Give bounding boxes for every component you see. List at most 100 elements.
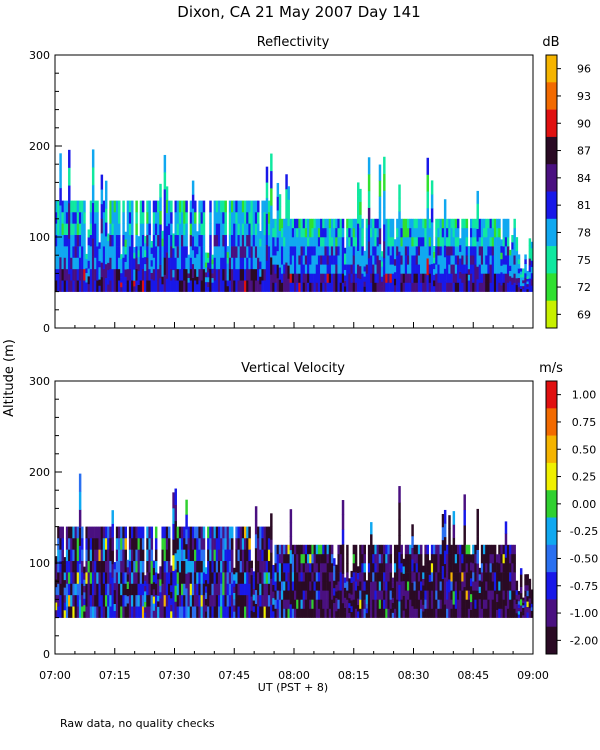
- reflectivity-heatmap-cell: [244, 234, 247, 247]
- velocity-heatmap-cell: [265, 549, 269, 562]
- velocity-heatmap-cell: [463, 555, 466, 572]
- reflectivity-heatmap-cell: [476, 216, 479, 229]
- velocity-heatmap-cell: [70, 560, 73, 573]
- reflectivity-heatmap-cell: [250, 211, 254, 224]
- velocity-heatmap-cell: [383, 590, 386, 600]
- reflectivity-heatmap-cell: [476, 241, 479, 255]
- reflectivity-heatmap-cell: [396, 218, 399, 229]
- reflectivity-heatmap-cell: [120, 268, 123, 274]
- velocity-heatmap-cell: [530, 610, 534, 615]
- velocity-heatmap-cell: [187, 537, 191, 550]
- velocity-heatmap-cell: [459, 553, 462, 564]
- velocity-heatmap-cell: [248, 526, 251, 539]
- velocity-heatmap-cell: [194, 549, 197, 562]
- reflectivity-heatmap-cell: [526, 276, 529, 279]
- velocity-heatmap-cell: [498, 581, 501, 591]
- reflectivity-heatmap-cell: [519, 279, 523, 284]
- velocity-heatmap-cell: [91, 594, 95, 607]
- velocity-heatmap-cell: [57, 606, 60, 618]
- velocity-heatmap-cell: [469, 570, 473, 579]
- reflectivity-heatmap-cell: [146, 211, 149, 224]
- velocity-heatmap-cell: [154, 594, 158, 607]
- reflectivity-y-tick-label: 0: [43, 322, 50, 335]
- reflectivity-heatmap-cell: [459, 251, 462, 259]
- velocity-heatmap-cell: [267, 560, 271, 573]
- reflectivity-heatmap-cell: [81, 200, 84, 213]
- velocity-heatmap-cell: [341, 558, 345, 574]
- reflectivity-heatmap-cell: [209, 234, 212, 247]
- reflectivity-heatmap-cell: [178, 280, 182, 292]
- velocity-heatmap-cell: [87, 606, 91, 618]
- velocity-heatmap-cell: [515, 599, 519, 605]
- velocity-heatmap-cell: [68, 549, 71, 562]
- reflectivity-heatmap-cell: [515, 243, 519, 252]
- velocity-heatmap-cell: [372, 553, 375, 564]
- reflectivity-heatmap-cell: [465, 246, 469, 256]
- reflectivity-heatmap-cell: [185, 211, 188, 224]
- velocity-heatmap-cell: [213, 594, 217, 607]
- velocity-heatmap-cell: [437, 599, 440, 609]
- velocity-heatmap-cell: [74, 583, 78, 596]
- reflectivity-heatmap-cell: [265, 244, 269, 261]
- reflectivity-heatmap-cell: [159, 210, 162, 225]
- velocity-heatmap-cell: [250, 589, 254, 597]
- reflectivity-heatmap-cell: [257, 280, 260, 292]
- velocity-heatmap-cell: [285, 572, 288, 582]
- reflectivity-heatmap-cell: [257, 234, 260, 247]
- reflectivity-heatmap-cell: [74, 280, 78, 292]
- velocity-heatmap-cell: [235, 560, 238, 573]
- reflectivity-heatmap-cell: [530, 254, 534, 261]
- reflectivity-heatmap-cell: [435, 227, 438, 238]
- reflectivity-heatmap-cell: [302, 227, 306, 238]
- velocity-heatmap-cell: [259, 549, 262, 562]
- reflectivity-heatmap-cell: [198, 268, 201, 281]
- velocity-heatmap-cell: [433, 599, 436, 609]
- velocity-heatmap-cell: [294, 553, 297, 564]
- velocity-heatmap-cell: [91, 560, 95, 573]
- reflectivity-heatmap-cell: [133, 269, 136, 276]
- reflectivity-heatmap-cell: [474, 246, 477, 256]
- reflectivity-heatmap-cell: [474, 218, 477, 229]
- reflectivity-heatmap-cell: [498, 227, 501, 238]
- reflectivity-heatmap-cell: [98, 254, 101, 262]
- reflectivity-heatmap-cell: [89, 268, 93, 281]
- velocity-heatmap-cell: [496, 585, 499, 595]
- reflectivity-heatmap-cell: [144, 256, 147, 265]
- velocity-heatmap-cell: [493, 544, 497, 555]
- velocity-heatmap-cell: [285, 590, 288, 600]
- reflectivity-heatmap-cell: [526, 273, 529, 277]
- velocity-heatmap-cell: [424, 553, 427, 564]
- velocity-heatmap-cell: [504, 569, 508, 582]
- velocity-heatmap-cell: [333, 565, 336, 574]
- velocity-heatmap-cell: [244, 606, 247, 618]
- reflectivity-heatmap-cell: [115, 257, 119, 270]
- velocity-heatmap-cell: [324, 572, 327, 582]
- velocity-heatmap-cell: [198, 526, 201, 539]
- reflectivity-heatmap-cell: [472, 246, 475, 256]
- velocity-heatmap-cell: [57, 560, 60, 573]
- reflectivity-heatmap-cell: [98, 273, 101, 280]
- reflectivity-heatmap-cell: [283, 237, 286, 247]
- reflectivity-heatmap-cell: [96, 257, 99, 270]
- velocity-heatmap-cell: [328, 553, 332, 564]
- velocity-heatmap-cell: [400, 599, 403, 609]
- velocity-heatmap-cell: [435, 544, 438, 555]
- reflectivity-heatmap-cell: [111, 234, 114, 247]
- velocity-heatmap-cell: [91, 549, 95, 562]
- reflectivity-heatmap-cell: [387, 218, 390, 229]
- velocity-heatmap-cell: [452, 537, 456, 552]
- reflectivity-heatmap-cell: [346, 255, 349, 265]
- velocity-heatmap-cell: [491, 563, 495, 573]
- reflectivity-heatmap-cell: [322, 218, 325, 229]
- reflectivity-heatmap-cell: [85, 253, 88, 259]
- reflectivity-heatmap-cell: [317, 246, 321, 256]
- velocity-heatmap-cell: [187, 560, 191, 573]
- velocity-heatmap-cell: [294, 608, 297, 618]
- velocity-heatmap-cell: [359, 572, 362, 582]
- reflectivity-heatmap-cell: [87, 268, 91, 277]
- velocity-heatmap-cell: [513, 581, 516, 591]
- reflectivity-heatmap-cell: [198, 200, 201, 213]
- velocity-heatmap-cell: [472, 590, 475, 600]
- reflectivity-heatmap-cell: [87, 283, 91, 292]
- reflectivity-heatmap-cell: [257, 211, 260, 224]
